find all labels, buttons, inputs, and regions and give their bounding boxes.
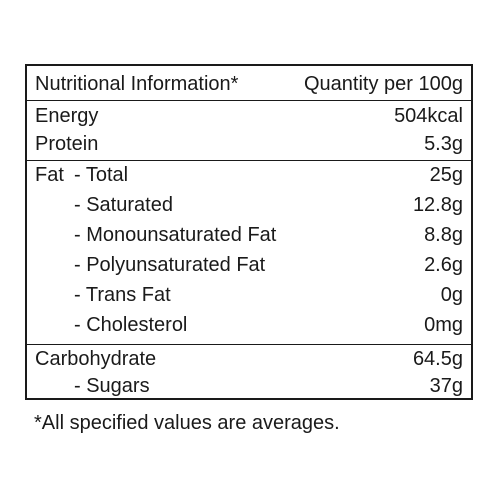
sugars-value: 37g	[429, 375, 463, 397]
cholesterol-value: 0mg	[424, 314, 463, 336]
header-row: Nutritional Information* Quantity per 10…	[27, 69, 471, 99]
cholesterol-row: - Cholesterol 0mg	[27, 310, 471, 340]
energy-protein-section: Energy 504kcal Protein 5.3g	[27, 100, 471, 161]
energy-label: Energy	[35, 105, 99, 127]
protein-row: Protein 5.3g	[27, 129, 471, 159]
monounsaturated-value: 8.8g	[424, 224, 463, 246]
polyunsaturated-label: - Polyunsaturated Fat	[74, 254, 266, 276]
saturated-value: 12.8g	[412, 194, 463, 216]
polyunsaturated-value: 2.6g	[424, 254, 463, 276]
trans-fat-label: - Trans Fat	[74, 284, 171, 306]
carbohydrate-label: Carbohydrate	[35, 348, 157, 370]
monounsaturated-row: - Monounsaturated Fat 8.8g	[27, 220, 471, 250]
fat-total-label: - Total	[74, 164, 129, 186]
sugars-row: - Sugars 37g	[27, 371, 471, 401]
header-label: Nutritional Information*	[35, 73, 239, 95]
trans-fat-row: - Trans Fat 0g	[27, 280, 471, 310]
fat-total-row: Fat - Total 25g	[27, 160, 471, 190]
trans-fat-value: 0g	[440, 284, 463, 306]
fat-total-value: 25g	[429, 164, 463, 186]
header-quantity: Quantity per 100g	[304, 73, 463, 95]
polyunsaturated-row: - Polyunsaturated Fat 2.6g	[27, 250, 471, 280]
footnote: *All specified values are averages.	[34, 412, 340, 434]
protein-value: 5.3g	[424, 133, 463, 155]
monounsaturated-label: - Monounsaturated Fat	[74, 224, 277, 246]
energy-value: 504kcal	[394, 105, 463, 127]
carbohydrate-value: 64.5g	[412, 348, 463, 370]
fat-label: Fat	[35, 164, 64, 186]
protein-label: Protein	[35, 133, 99, 155]
saturated-row: - Saturated 12.8g	[27, 190, 471, 220]
nutrition-table: Nutritional Information* Quantity per 10…	[25, 64, 473, 400]
cholesterol-label: - Cholesterol	[74, 314, 188, 336]
carbohydrate-section: Carbohydrate 64.5g - Sugars 37g	[27, 344, 471, 400]
fat-section: Fat - Total 25g - Saturated 12.8g - Mono…	[27, 160, 471, 345]
table-header: Nutritional Information* Quantity per 10…	[27, 66, 471, 101]
sugars-label: - Sugars	[74, 375, 150, 397]
energy-row: Energy 504kcal	[27, 101, 471, 131]
saturated-label: - Saturated	[74, 194, 173, 216]
carbohydrate-row: Carbohydrate 64.5g	[27, 344, 471, 374]
